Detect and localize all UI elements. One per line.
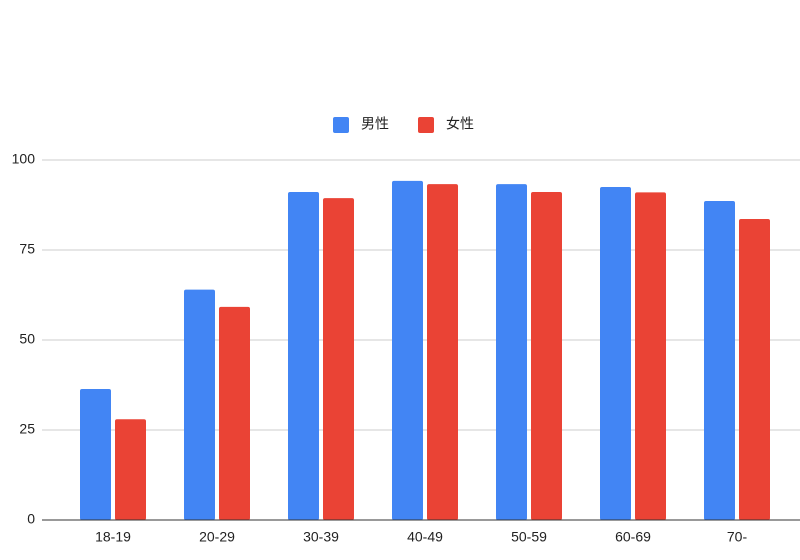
bar [323,198,354,520]
bar [184,289,215,520]
bar [288,192,319,521]
y-tick-label: 25 [19,421,35,437]
bar [739,219,770,521]
x-tick-label: 70- [727,529,748,545]
bar [704,201,735,521]
legend-swatch [333,117,349,133]
x-tick-label: 50-59 [511,529,547,545]
x-tick-label: 40-49 [407,529,443,545]
y-tick-label: 75 [19,241,35,257]
y-tick-label: 0 [27,511,35,527]
bar [600,187,631,520]
y-tick-label: 50 [19,331,35,347]
bar [427,184,458,520]
y-tick-label: 100 [12,151,36,167]
bar [80,388,111,520]
legend-swatch [418,117,434,133]
x-tick-label: 18-19 [95,529,131,545]
legend-label: 男性 [361,116,389,132]
bar [496,184,527,520]
bar [115,419,146,520]
bar [219,306,250,520]
x-tick-label: 30-39 [303,529,339,545]
x-tick-label: 20-29 [199,529,235,545]
x-tick-label: 60-69 [615,529,651,545]
bar [392,180,423,520]
bar [635,192,666,520]
legend-label: 女性 [446,116,474,132]
bar [531,192,562,521]
